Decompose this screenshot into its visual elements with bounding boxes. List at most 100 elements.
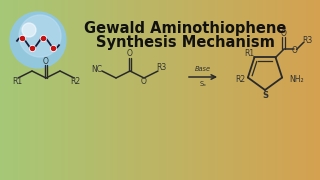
Bar [287,0,289,180]
Bar [35,0,37,180]
Bar [65,0,67,180]
Text: R3: R3 [156,64,166,73]
Bar [192,0,194,180]
Text: NC: NC [92,66,102,75]
Bar [110,0,111,180]
Bar [269,0,270,180]
Bar [3,0,5,180]
Bar [310,0,312,180]
Bar [174,0,175,180]
Bar [286,0,287,180]
Bar [69,0,71,180]
Bar [1,0,3,180]
Bar [185,0,186,180]
Bar [86,0,88,180]
Bar [25,0,26,180]
Bar [34,0,36,180]
Bar [297,0,298,180]
Text: Synthesis Mechanism: Synthesis Mechanism [96,35,275,50]
Bar [102,0,104,180]
Text: R2: R2 [70,78,80,87]
Bar [132,0,134,180]
Bar [263,0,265,180]
Bar [234,0,235,180]
Bar [237,0,238,180]
Bar [290,0,292,180]
Bar [64,0,66,180]
Bar [85,0,87,180]
Bar [181,0,183,180]
Bar [199,0,201,180]
Bar [13,0,14,180]
Text: Sₓ: Sₓ [199,81,207,87]
Bar [54,0,56,180]
Bar [187,0,188,180]
Bar [172,0,173,180]
Bar [55,0,57,180]
Bar [121,0,122,180]
Bar [6,0,8,180]
Bar [299,0,300,180]
Bar [257,0,259,180]
Bar [175,0,177,180]
Circle shape [22,23,36,37]
Bar [111,0,113,180]
Bar [203,0,204,180]
Bar [107,0,108,180]
Bar [210,0,212,180]
Bar [177,0,179,180]
Bar [298,0,299,180]
Bar [83,0,85,180]
Bar [292,0,294,180]
Bar [95,0,97,180]
Bar [278,0,280,180]
Bar [159,0,161,180]
Bar [146,0,148,180]
Text: R3: R3 [302,36,313,45]
Bar [267,0,268,180]
Bar [191,0,193,180]
Bar [318,0,319,180]
Bar [81,0,83,180]
Bar [246,0,248,180]
Bar [262,0,264,180]
Bar [36,0,38,180]
Bar [214,0,216,180]
Bar [106,0,107,180]
Bar [155,0,156,180]
Bar [219,0,220,180]
Bar [238,0,239,180]
Bar [16,0,18,180]
Bar [60,0,61,180]
Text: O: O [141,78,147,87]
Bar [156,0,157,180]
Bar [285,0,286,180]
Text: R2: R2 [235,75,245,84]
Bar [98,0,100,180]
Bar [41,0,42,180]
Bar [240,0,242,180]
Bar [215,0,217,180]
Bar [188,0,189,180]
Bar [61,0,62,180]
Bar [92,0,93,180]
Bar [127,0,129,180]
Bar [277,0,279,180]
Bar [166,0,168,180]
Bar [74,0,75,180]
Text: O: O [43,57,49,66]
Bar [18,0,20,180]
Bar [138,0,139,180]
Bar [151,0,153,180]
Bar [118,0,120,180]
Bar [281,0,282,180]
Bar [225,0,227,180]
Bar [255,0,257,180]
Bar [183,0,185,180]
Bar [133,0,135,180]
Bar [213,0,215,180]
Bar [141,0,142,180]
Bar [68,0,70,180]
Bar [283,0,284,180]
Bar [122,0,123,180]
